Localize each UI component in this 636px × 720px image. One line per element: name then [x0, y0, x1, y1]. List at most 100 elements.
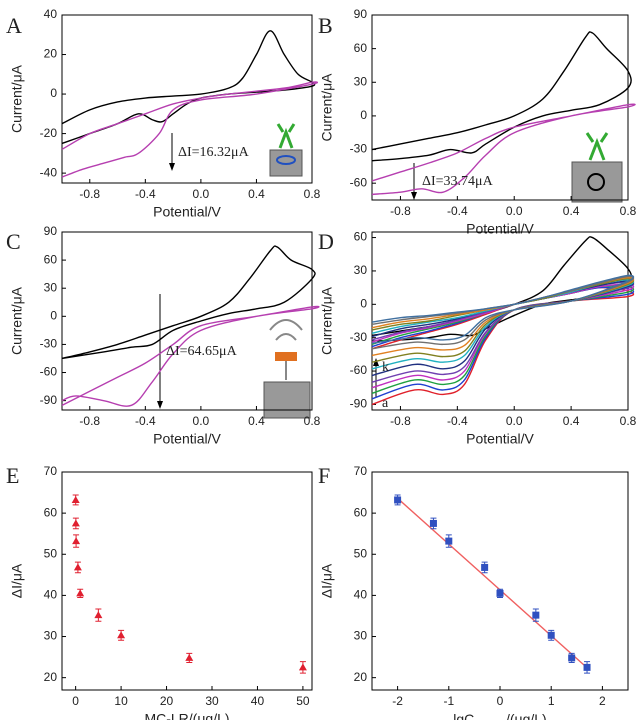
y-tick-label: 30	[44, 280, 58, 294]
y-tick-label: -30	[350, 330, 368, 344]
y-tick-label: 0	[360, 108, 367, 122]
point	[568, 654, 576, 662]
x-tick-label: -0.4	[447, 204, 468, 218]
cv-curve	[371, 283, 635, 389]
y-tick-label: -60	[350, 363, 368, 377]
x-axis-label: Potential/V	[153, 431, 221, 447]
x-tick-label: -2	[392, 694, 403, 708]
y-axis-label: Current/μA	[319, 73, 335, 142]
y-tick-label: -20	[40, 126, 58, 140]
panel-label: E	[6, 463, 19, 488]
antibody-icon	[585, 132, 609, 161]
cv-curve	[61, 81, 318, 178]
y-tick-label: 60	[44, 252, 58, 266]
x-axis-label-part: /(μg/L)	[506, 711, 547, 720]
x-tick-label: -0.4	[447, 414, 468, 428]
cv-curve	[61, 305, 320, 407]
y-tick-label: 20	[44, 670, 58, 684]
y-tick-label: 40	[44, 7, 58, 21]
annotation: ΔI=16.32μA	[178, 145, 250, 160]
point	[117, 631, 126, 639]
dendrimer-icon	[269, 319, 303, 380]
cv-curve	[61, 245, 316, 360]
x-tick-label: 0.0	[193, 414, 210, 428]
x-axis-label-part: lgC	[453, 711, 474, 720]
point	[72, 537, 81, 545]
y-tick-label: 0	[50, 86, 57, 100]
x-axis-label-part: MC-LR	[474, 719, 506, 720]
x-tick-label: 0.4	[248, 187, 265, 201]
panel-label: A	[6, 13, 22, 38]
x-tick-label: 0.4	[248, 414, 265, 428]
icons	[263, 123, 623, 419]
fit-line	[397, 497, 588, 669]
point	[583, 663, 591, 671]
annotation: ΔI=33.74μA	[422, 174, 494, 189]
nanotube-icon	[587, 173, 605, 191]
y-tick-label: -90	[350, 397, 368, 411]
y-tick-label: 0	[360, 296, 367, 310]
point	[547, 631, 555, 639]
x-tick-label: 0.0	[506, 414, 523, 428]
point	[94, 611, 103, 619]
point	[496, 589, 504, 597]
y-tick-label: 70	[44, 464, 58, 478]
x-tick-label: 0	[497, 694, 504, 708]
x-tick-label: -0.8	[79, 187, 100, 201]
x-tick-label: 0.8	[304, 414, 321, 428]
probe-icon	[276, 155, 296, 165]
x-tick-label: 20	[160, 694, 174, 708]
y-tick-label: 20	[44, 47, 58, 61]
x-tick-label: 0.0	[506, 204, 523, 218]
point	[532, 611, 540, 619]
y-tick-label: 90	[44, 224, 58, 238]
y-tick-label: 30	[354, 74, 368, 88]
x-tick-label: 0.8	[620, 204, 636, 218]
y-axis-label: ΔI/μA	[9, 563, 25, 598]
cv-curve	[371, 275, 635, 350]
y-tick-label: -90	[40, 393, 58, 407]
annotation: a	[382, 396, 389, 411]
annotation: k	[382, 360, 389, 375]
point	[429, 519, 437, 527]
y-tick-label: 60	[354, 230, 368, 244]
panel-label: C	[6, 229, 21, 254]
plot-frame	[61, 14, 313, 184]
x-axis-label: Potential/V	[466, 431, 534, 447]
y-tick-label: 30	[354, 629, 368, 643]
x-tick-label: 1	[548, 694, 555, 708]
point	[73, 563, 82, 571]
x-axis-label: Potential/V	[466, 221, 534, 237]
cv-curve	[371, 31, 632, 162]
y-tick-label: -60	[40, 365, 58, 379]
x-axis-label: lgCMC-LR/(μg/L)	[453, 711, 546, 720]
x-tick-label: -0.8	[390, 204, 411, 218]
panel-label: D	[318, 229, 334, 254]
y-tick-label: 70	[354, 464, 368, 478]
y-tick-label: -30	[350, 142, 368, 156]
point	[76, 589, 85, 597]
y-tick-label: -30	[40, 337, 58, 351]
x-tick-label: 50	[296, 694, 310, 708]
x-tick-label: 0.8	[620, 414, 636, 428]
y-tick-label: 60	[44, 505, 58, 519]
cv-curve	[371, 278, 635, 363]
y-tick-label: 50	[44, 546, 58, 560]
point	[185, 653, 194, 661]
x-tick-label: 0.0	[193, 187, 210, 201]
cv-curve	[371, 286, 635, 406]
y-axis-label: Current/μA	[9, 64, 25, 133]
cv-curve	[371, 274, 635, 344]
x-tick-label: 0.4	[563, 414, 580, 428]
y-tick-label: 90	[354, 7, 368, 21]
y-tick-label: -40	[40, 165, 58, 179]
y-tick-label: 20	[354, 670, 368, 684]
x-tick-label: 0.4	[563, 204, 580, 218]
label-icon	[275, 352, 297, 361]
x-tick-label: -0.8	[79, 414, 100, 428]
point	[445, 537, 453, 545]
cv-curve	[371, 280, 635, 377]
y-tick-label: 60	[354, 41, 368, 55]
panel-label: F	[318, 463, 330, 488]
